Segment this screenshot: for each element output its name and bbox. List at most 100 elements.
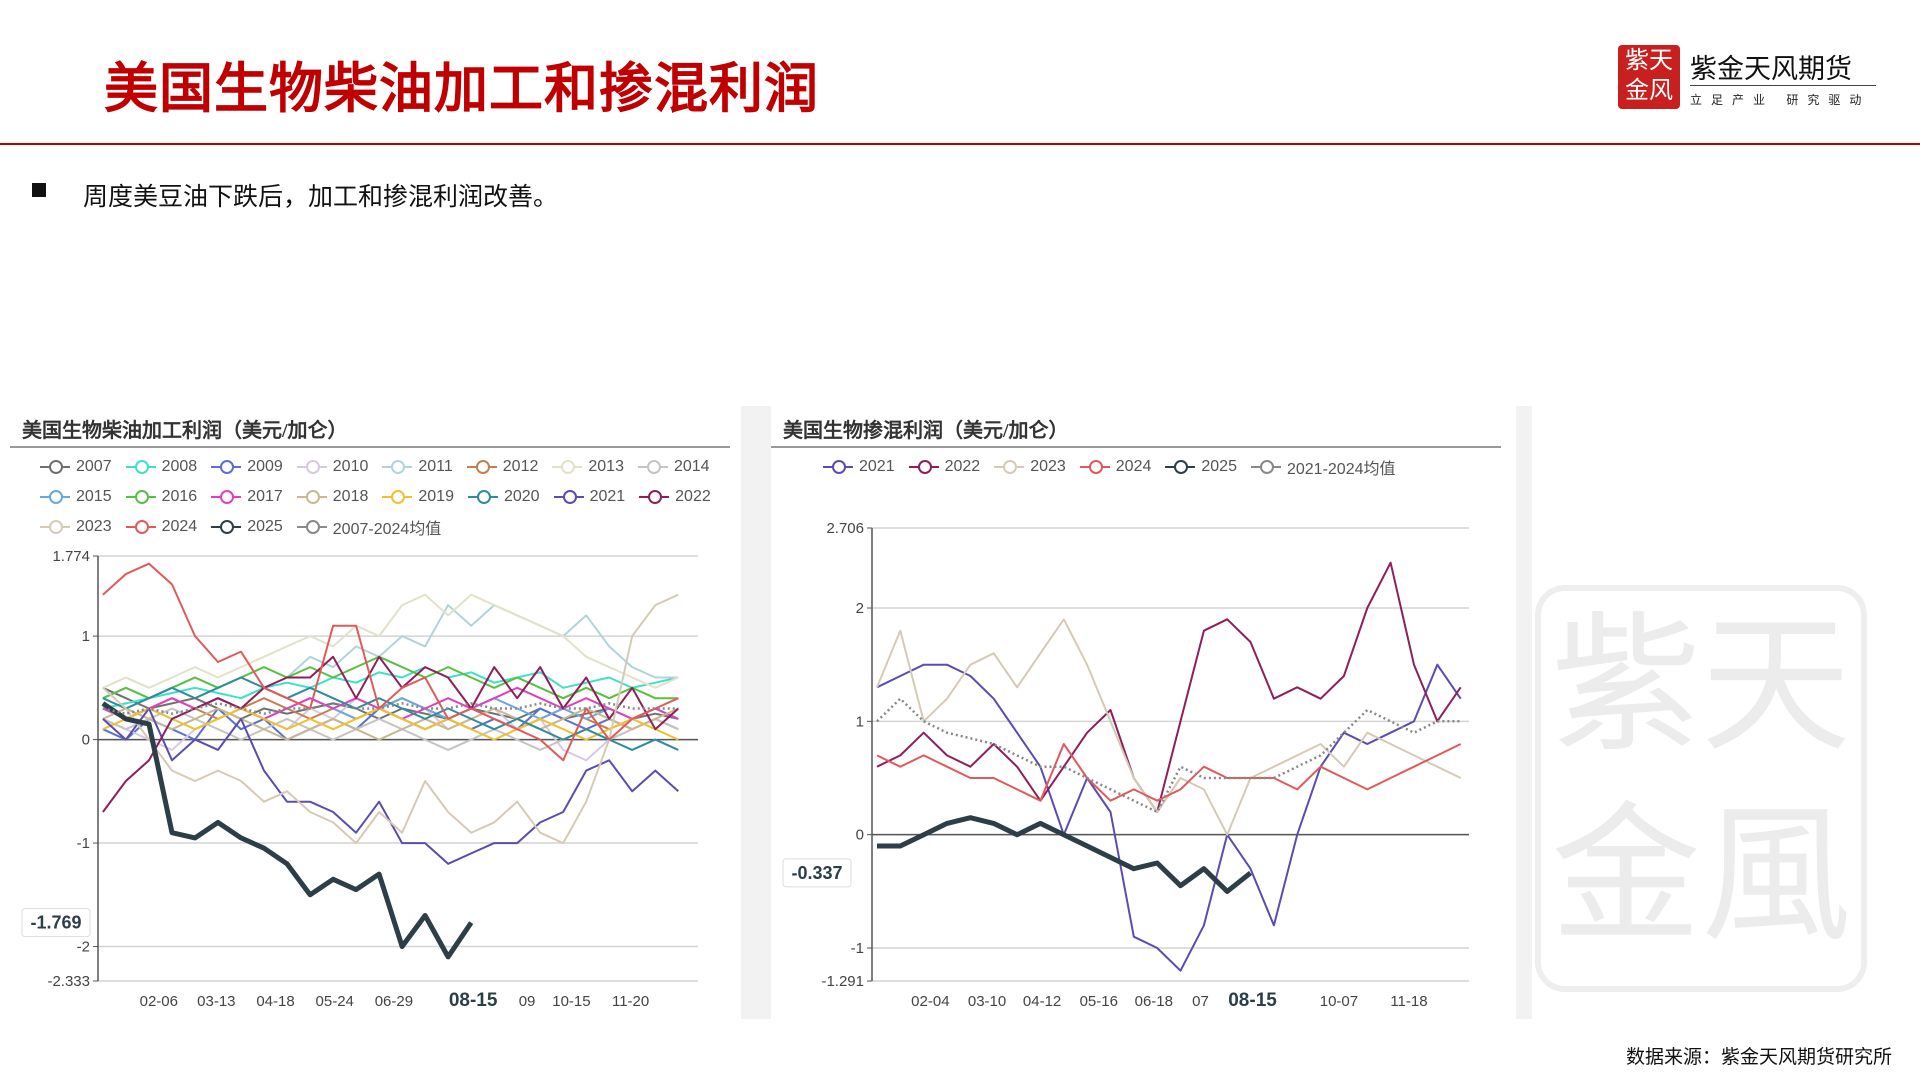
legend-item[interactable]: 2014 bbox=[637, 452, 710, 482]
legend-marker-icon bbox=[1250, 460, 1281, 474]
legend-item[interactable]: 2019 bbox=[382, 482, 454, 512]
chart-title: 美国生物柴油加工利润（美元/加仑） bbox=[22, 420, 348, 442]
legend-label: 2007-2024均值 bbox=[332, 521, 442, 538]
legend-label: 2012 bbox=[502, 458, 539, 475]
legend-marker-icon bbox=[466, 460, 497, 474]
legend-marker-icon bbox=[211, 520, 242, 534]
legend-item[interactable]: 2017 bbox=[211, 482, 283, 512]
legend-marker-icon bbox=[994, 460, 1025, 474]
legend-marker-icon bbox=[125, 490, 156, 504]
legend-item[interactable]: 2023 bbox=[994, 452, 1066, 482]
panel-gap bbox=[741, 406, 771, 1019]
series-line-2021-2024均值 bbox=[876, 697, 1461, 814]
legend-item[interactable]: 2007-2024均值 bbox=[296, 512, 442, 542]
y-tick-label: 2 bbox=[856, 600, 864, 617]
chart-title-divider bbox=[771, 446, 1501, 448]
chart-panel-processing-profit: 美国生物柴油加工利润（美元/加仑） 2007 2008 2009 2010 2011 20… bbox=[10, 406, 741, 1019]
x-tick-label: 06-18 bbox=[1135, 993, 1173, 1010]
bullet-square-icon bbox=[32, 183, 46, 197]
x-tick-label: 03-10 bbox=[968, 993, 1006, 1010]
legend-item[interactable]: 2024 bbox=[1079, 452, 1152, 482]
series-line-2025 bbox=[877, 815, 1253, 894]
latest-value-box bbox=[21, 908, 91, 938]
legend-label: 2021-2024均值 bbox=[1286, 461, 1396, 478]
legend-item[interactable]: 2024 bbox=[125, 512, 198, 542]
legend-marker-icon bbox=[296, 490, 327, 504]
legend-label: 2016 bbox=[161, 488, 198, 505]
series-line-2023 bbox=[876, 618, 1462, 836]
brand-slogan: 立足产业 研究驱动 bbox=[1690, 93, 1871, 107]
y-tick-label: 0 bbox=[82, 732, 90, 749]
chart-legend: 2007 2008 2009 2010 2011 2012 2013 2014 2015 2016… bbox=[40, 452, 740, 542]
legend-marker-icon bbox=[908, 460, 939, 474]
y-tick-label: 1.774 bbox=[52, 548, 90, 565]
y-tick-label: -2.333 bbox=[47, 973, 90, 990]
legend-marker-icon bbox=[639, 490, 670, 504]
series-line-2025 bbox=[101, 701, 474, 960]
series-line-2023 bbox=[102, 593, 679, 845]
legend-label: 2024 bbox=[161, 518, 198, 535]
x-tick-label: 08-15 bbox=[1228, 990, 1277, 1011]
plot-area: 2.706 2 1 0 -1 -1.291 02-04 03-10 04-12 05-16 06-1… bbox=[782, 520, 1469, 1011]
y-tick-label: -2 bbox=[77, 939, 90, 956]
legend-marker-icon bbox=[553, 490, 584, 504]
x-tick-label: 04-18 bbox=[256, 993, 294, 1010]
latest-value-label: -0.337 bbox=[791, 863, 842, 883]
legend-label: 2015 bbox=[76, 488, 112, 505]
legend-label: 2010 bbox=[332, 458, 369, 475]
legend-label: 2024 bbox=[1115, 458, 1152, 475]
legend-label: 2019 bbox=[418, 488, 454, 505]
legend-item[interactable]: 2010 bbox=[296, 452, 369, 482]
series-line-2016 bbox=[102, 655, 679, 700]
legend-label: 2020 bbox=[503, 488, 540, 505]
chart-title: 美国生物掺混利润（美元/加仑） bbox=[783, 420, 1069, 442]
legend-item[interactable]: 2021 bbox=[823, 452, 895, 482]
legend-item[interactable]: 2020 bbox=[467, 482, 540, 512]
legend-item[interactable]: 2011 bbox=[382, 452, 453, 482]
legend-item[interactable]: 2008 bbox=[125, 452, 198, 482]
watermark-seal: 紫天 金風 bbox=[1535, 585, 1867, 992]
legend-label: 2008 bbox=[161, 458, 198, 475]
legend-item[interactable]: 2012 bbox=[466, 452, 539, 482]
legend-item[interactable]: 2013 bbox=[552, 452, 624, 482]
legend-marker-icon bbox=[823, 460, 853, 474]
legend-marker-icon bbox=[467, 490, 498, 504]
legend-marker-icon bbox=[125, 520, 156, 534]
legend-item[interactable]: 2025 bbox=[1165, 452, 1237, 482]
legend-label: 2009 bbox=[247, 458, 283, 475]
legend-item[interactable]: 2007 bbox=[40, 452, 112, 482]
legend-marker-icon bbox=[40, 460, 70, 474]
legend-marker-icon bbox=[125, 460, 156, 474]
legend-item[interactable]: 2022 bbox=[639, 482, 711, 512]
series-line-2018 bbox=[102, 707, 679, 741]
legend-item[interactable]: 2021-2024均值 bbox=[1250, 452, 1396, 482]
legend-item[interactable]: 2015 bbox=[40, 482, 112, 512]
legend-label: 2017 bbox=[247, 488, 283, 505]
y-tick-label: 2.706 bbox=[826, 520, 864, 537]
legend-item[interactable]: 2018 bbox=[296, 482, 369, 512]
legend-item[interactable]: 2025 bbox=[211, 512, 283, 542]
series-line-2020 bbox=[102, 676, 679, 751]
legend-item[interactable]: 2023 bbox=[40, 512, 112, 542]
x-tick-label: 03-13 bbox=[197, 993, 235, 1010]
y-tick-label: 1 bbox=[82, 628, 90, 645]
x-tick-label: 04-12 bbox=[1023, 993, 1061, 1010]
chart-legend: 2021 2022 2023 2024 2025 2021-2024均值 bbox=[823, 452, 1503, 482]
bullet-text: 周度美豆油下跌后，加工和掺混利润改善。 bbox=[83, 183, 559, 211]
legend-label: 2022 bbox=[944, 458, 981, 475]
legend-item[interactable]: 2022 bbox=[908, 452, 981, 482]
series-line-2021 bbox=[876, 663, 1462, 972]
legend-item[interactable]: 2021 bbox=[553, 482, 625, 512]
header-divider bbox=[0, 143, 1920, 145]
series-line-2013 bbox=[102, 593, 679, 689]
x-tick-label: 02-06 bbox=[140, 993, 178, 1010]
latest-value-box bbox=[782, 858, 852, 888]
legend-item[interactable]: 2009 bbox=[211, 452, 283, 482]
legend-item[interactable]: 2016 bbox=[125, 482, 198, 512]
legend-marker-icon bbox=[211, 460, 242, 474]
chart-title-divider bbox=[10, 446, 730, 448]
x-tick-label: 05-24 bbox=[316, 993, 354, 1010]
legend-label: 2018 bbox=[332, 488, 369, 505]
x-tick-label: 02-04 bbox=[911, 993, 949, 1010]
legend-label: 2011 bbox=[418, 458, 453, 475]
